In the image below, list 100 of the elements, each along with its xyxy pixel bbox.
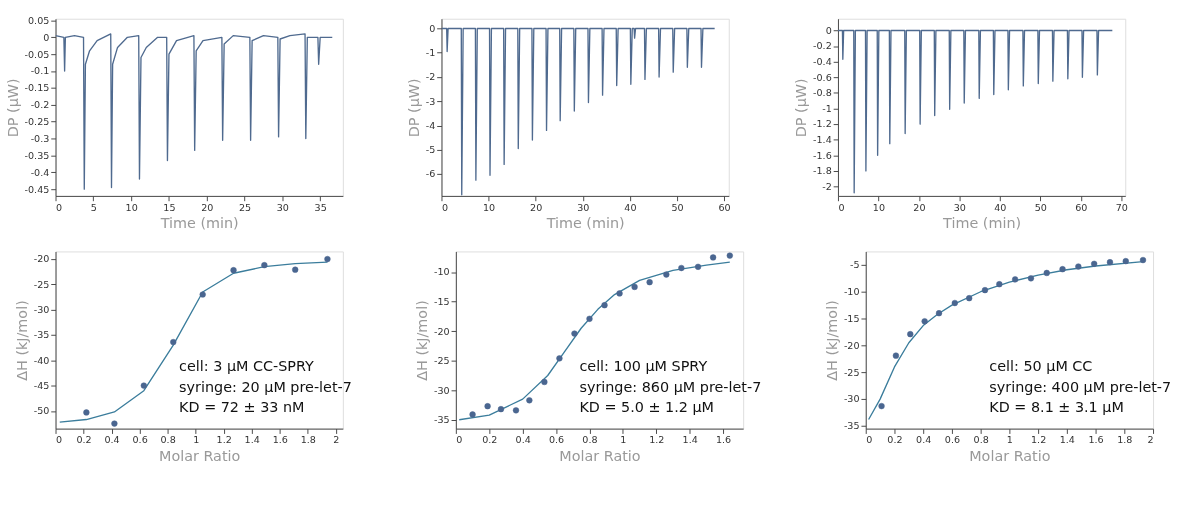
annotation: KD = 5.0 ± 1.2 μM [579,398,714,415]
x-axis-title: Molar Ratio [969,447,1051,464]
point [512,407,520,414]
x-tick-label: 1.2 [649,434,665,446]
x-tick-label: 1.6 [715,434,732,446]
line-series [837,29,1114,194]
point [646,279,653,286]
x-tick-label: 10 [482,201,496,213]
x-tick-label: 0.8 [582,434,598,446]
point [556,355,563,362]
y-tick-label: -35 [434,414,450,426]
x-tick-label: 2 [333,434,340,446]
point [726,252,733,259]
x-tick-label: 1 [193,434,200,446]
point [951,299,958,307]
x-axis-title: Time (min) [545,215,625,232]
x-tick-label: 0.2 [482,434,498,446]
y-tick-label: -0.8 [813,87,832,99]
x-tick-label: 1.6 [1088,434,1104,446]
x-tick-label: 0.8 [160,434,176,446]
point [292,266,299,273]
point [907,331,914,338]
point [586,315,593,322]
x-tick-label: 1.4 [682,434,698,446]
x-tick-label: 20 [913,201,926,213]
point [324,255,331,263]
x-tick-label: 1.4 [244,434,260,446]
y-axis-title: DP (μW) [4,78,21,138]
annotation: syringe: 20 μM pre-let-7 [179,378,352,395]
y-tick-label: -25 [434,355,450,367]
annotation: cell: 50 μM CC [989,358,1093,375]
y-tick-label: 0 [43,31,50,43]
x-tick-label: 15 [163,201,176,213]
y-tick-label: 0 [825,24,832,36]
y-tick-label: -0.2 [30,99,50,111]
y-tick-label: -1.6 [813,149,832,161]
point [981,287,989,294]
x-tick-label: 0.4 [515,434,531,446]
point [526,397,533,404]
x-tick-label: 60 [718,201,731,213]
point [996,281,1003,288]
point [601,302,608,309]
point [1027,275,1035,282]
x-tick-label: 0.4 [104,434,120,446]
y-tick-label: -1 [822,102,832,114]
y-tick-label: -30 [843,393,860,405]
point [497,406,505,413]
y-tick-label: -45 [33,379,50,391]
x-tick-label: 40 [624,201,637,213]
x-tick-label: 0 [456,434,463,446]
point [571,330,578,337]
y-tick-label: -15 [434,296,450,308]
point [678,264,685,272]
x-tick-label: 50 [1034,201,1047,213]
y-tick-label: -20 [33,253,50,265]
y-axis-title: ΔH (kJ/mol) [414,300,431,381]
point [1106,259,1114,266]
y-tick-label: -0.25 [24,116,50,128]
y-tick-label: 0 [429,22,436,34]
line-series [441,27,716,196]
y-tick-label: 0.05 [28,14,50,26]
y-tick-label: -50 [33,405,50,417]
x-tick-label: 0.6 [944,434,961,446]
y-axis-title: DP (μW) [793,78,810,138]
x-tick-label: 25 [238,201,252,213]
y-tick-label: -35 [33,329,50,341]
point [199,291,206,298]
point [83,409,90,416]
y-tick-label: -0.35 [24,149,50,161]
x-tick-label: 1.8 [300,434,316,446]
x-tick-label: 40 [994,201,1007,213]
x-tick-label: 35 [314,201,327,213]
x-tick-label: 30 [276,201,289,213]
point [484,403,491,410]
y-tick-label: -25 [33,278,50,290]
y-tick-label: -40 [33,354,50,366]
y-tick-label: -4 [425,119,436,131]
x-tick-label: 30 [953,201,966,213]
x-tick-label: 0.6 [132,434,148,446]
point [921,318,928,325]
x-tick-label: 1.2 [216,434,232,446]
x-tick-label: 0.2 [76,434,92,446]
x-tick-label: 50 [671,201,684,213]
y-tick-label: -35 [843,420,860,432]
x-tick-label: 10 [125,201,138,213]
y-tick-label: -5 [849,259,860,271]
x-tick-label: 2 [1147,434,1154,446]
y-tick-label: -30 [434,384,450,396]
point [1075,263,1082,270]
x-tick-label: 1.4 [1059,434,1075,446]
annotation: KD = 8.1 ± 3.1 μM [989,398,1124,415]
y-tick-label: -20 [434,325,450,337]
annotation: cell: 100 μM SPRY [579,358,708,375]
x-tick-label: 20 [530,201,543,213]
x-tick-label: 60 [1075,201,1088,213]
x-tick-label: 0 [866,434,873,446]
x-tick-label: 1 [1006,434,1013,446]
y-axis-title: ΔH (kJ/mol) [824,300,841,381]
point [966,295,973,302]
x-axis-title: Molar Ratio [559,447,641,464]
